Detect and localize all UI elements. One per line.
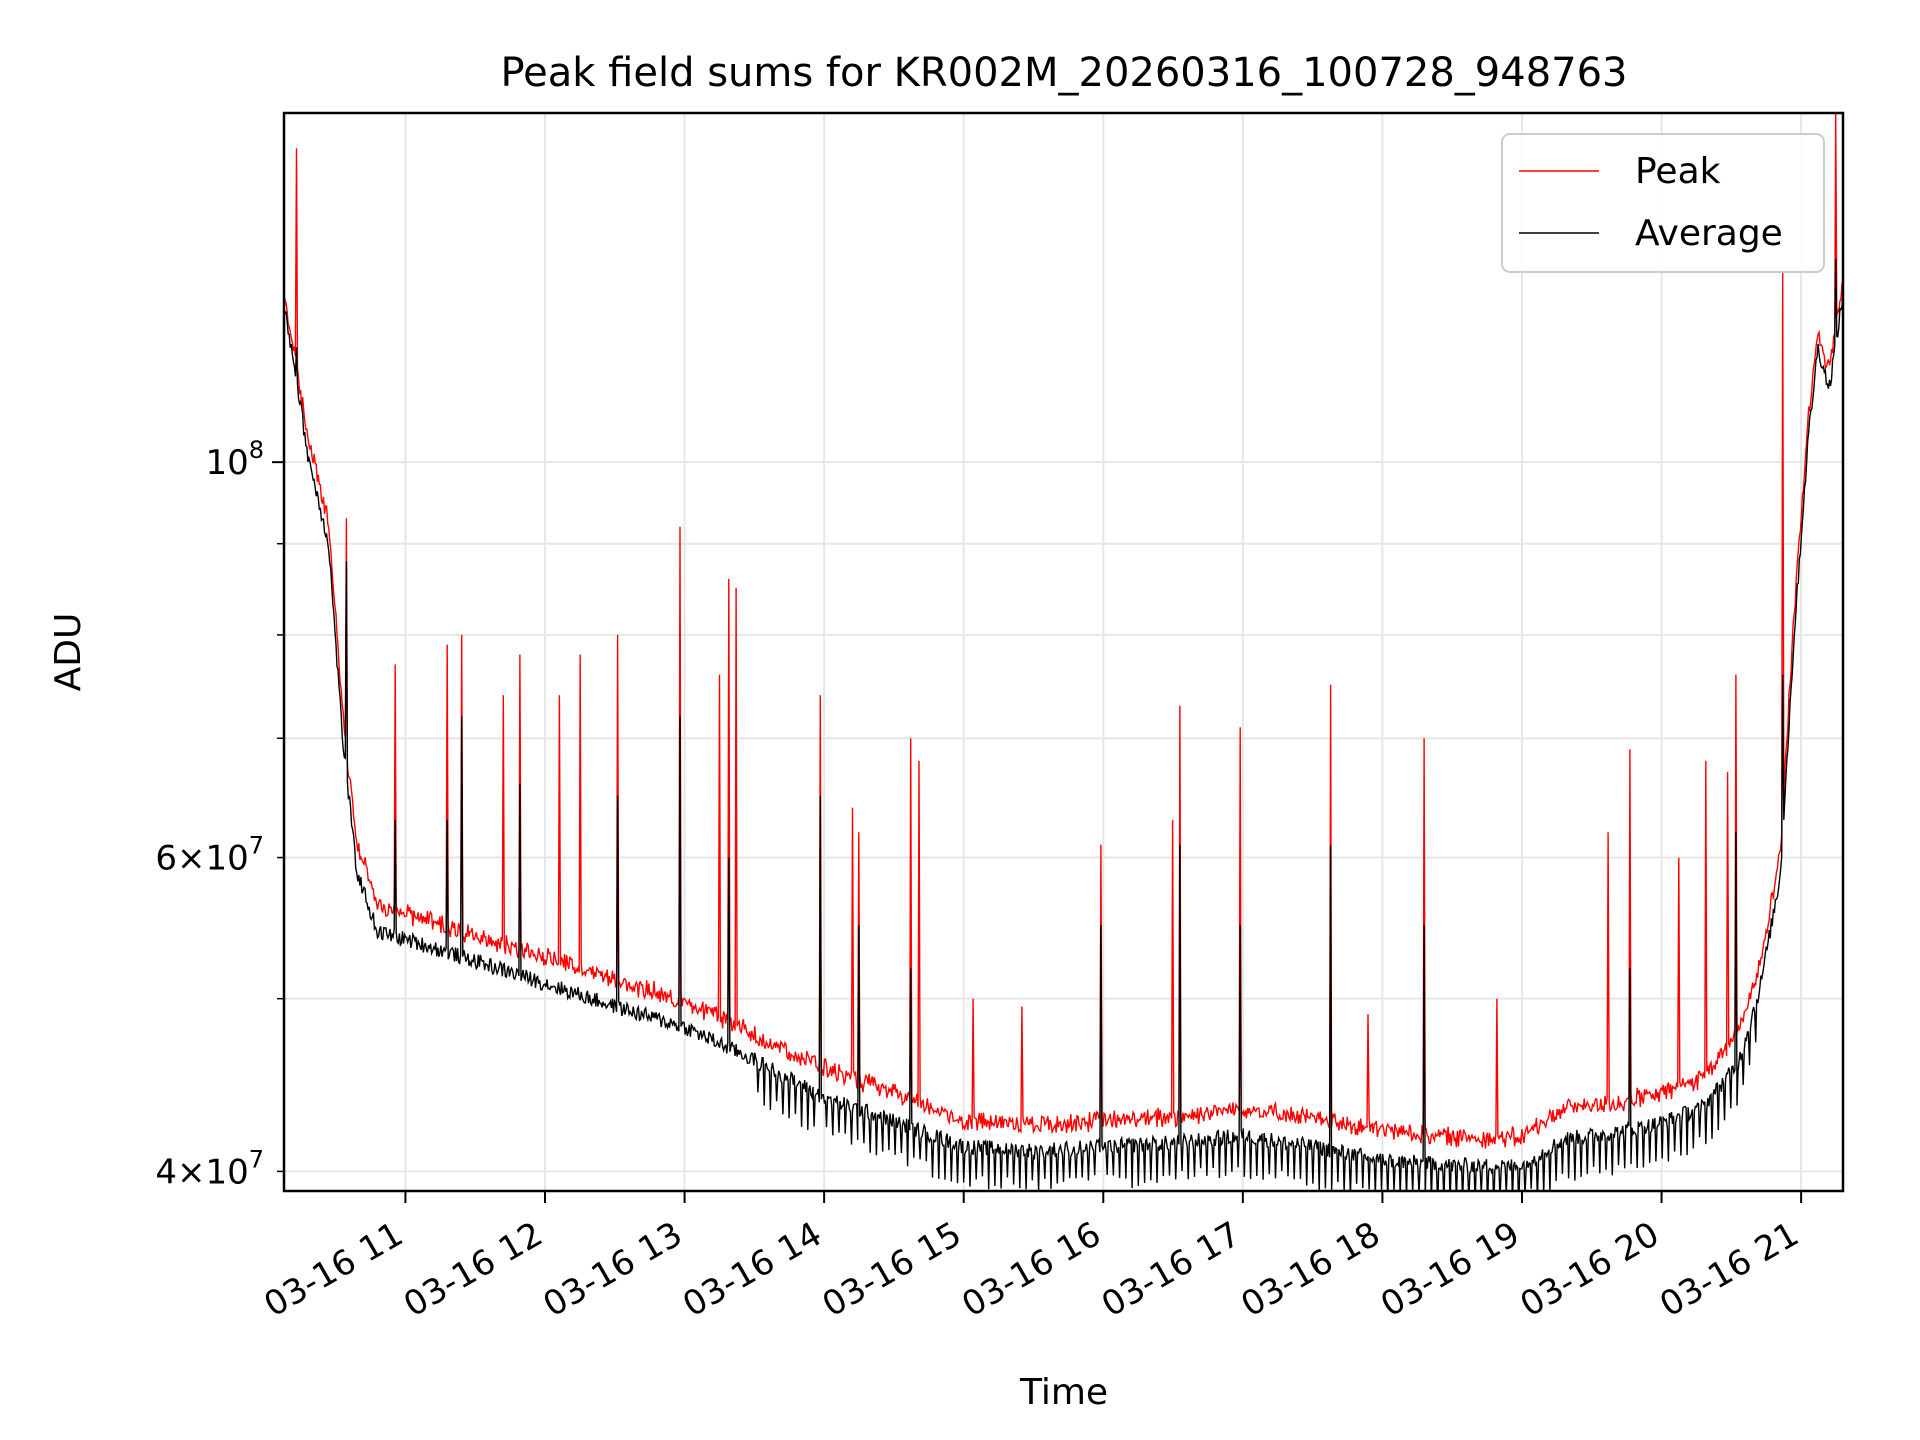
- y-axis-label: ADU: [48, 613, 89, 692]
- plot-area-background: [284, 113, 1843, 1191]
- legend: Peak Average: [1501, 133, 1825, 273]
- y-tick-label-base: 10: [205, 839, 248, 879]
- y-tick-label-exponent: 7: [249, 832, 264, 860]
- legend-box: [1501, 133, 1825, 273]
- y-tick-label: 108: [205, 436, 264, 483]
- series-layer: [284, 113, 1843, 1191]
- y-tick-label: 6×107: [155, 832, 264, 879]
- y-tick-label-mantissa: 4: [155, 1152, 177, 1192]
- chart-title: Peak field sums for KR002M_20260316_1007…: [500, 50, 1627, 96]
- y-tick-label-exponent: 8: [249, 436, 264, 464]
- legend-average-label: Average: [1635, 213, 1783, 254]
- legend-peak-label: Peak: [1635, 151, 1721, 192]
- series-line-peak: [284, 113, 1843, 1149]
- y-tick-label-exponent: 7: [249, 1145, 264, 1173]
- y-tick-label-base: 10: [205, 443, 248, 483]
- grid-lines: [284, 113, 1843, 1191]
- y-tick-label-times: ×: [177, 1152, 206, 1192]
- y-tick-label-base: 10: [205, 1152, 248, 1192]
- y-tick-label: 4×107: [155, 1145, 264, 1192]
- series-line-average: [284, 259, 1843, 1191]
- x-axis-label: Time: [1019, 1372, 1108, 1413]
- y-tick-label-times: ×: [177, 839, 206, 879]
- plot-frame: [282, 111, 1845, 1193]
- y-tick-label-mantissa: 6: [155, 839, 177, 879]
